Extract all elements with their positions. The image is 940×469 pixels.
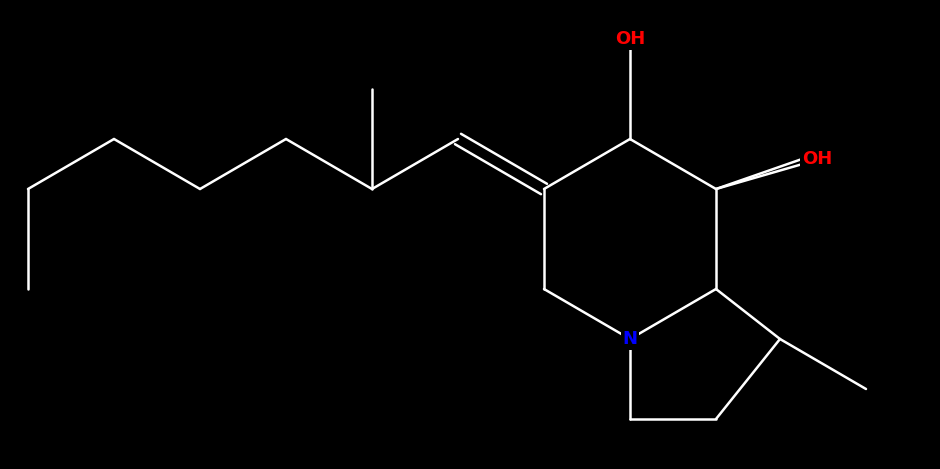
Text: OH: OH (615, 30, 645, 48)
Text: OH: OH (802, 150, 832, 168)
Text: N: N (622, 330, 637, 348)
